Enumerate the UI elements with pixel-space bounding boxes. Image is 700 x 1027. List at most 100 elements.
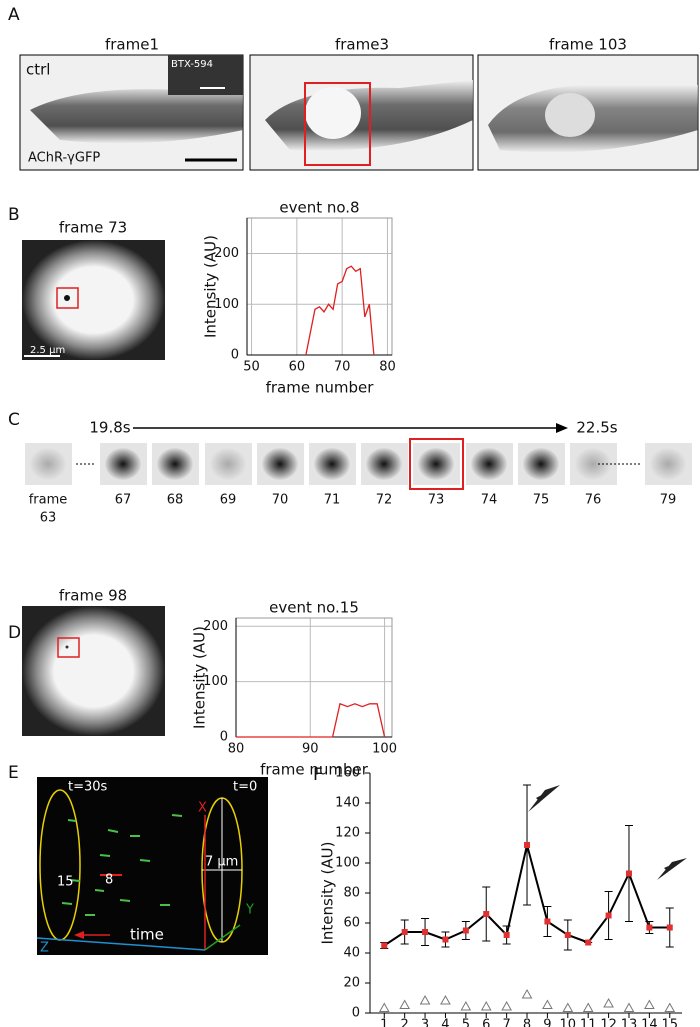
x-tick-label: 5 <box>462 1018 470 1027</box>
frame-spot <box>157 448 193 480</box>
plot-frame <box>235 617 393 738</box>
marker <box>664 1002 676 1012</box>
frame-spot <box>523 448 559 480</box>
y-tick-label: 120 <box>335 826 360 841</box>
x-tick-label: 12 <box>600 1018 617 1027</box>
frame-spot <box>210 448 246 480</box>
y-axis-label: Intensity (AU) <box>191 626 209 729</box>
x-tick-label: 8 <box>523 1018 531 1027</box>
label: t=30s <box>68 780 108 795</box>
marker <box>521 988 533 999</box>
micrograph <box>22 240 165 360</box>
y-tick-label: 20 <box>343 976 360 991</box>
frame-spot <box>105 448 141 480</box>
x-tick-label: 80 <box>228 742 245 757</box>
marker <box>419 994 431 1005</box>
y-tick-label: 0 <box>352 1006 360 1021</box>
x-tick-label: 70 <box>334 360 351 375</box>
marker <box>462 927 469 934</box>
marker <box>401 929 408 935</box>
marker <box>501 1000 512 1011</box>
label: BTX-594 <box>171 59 213 70</box>
marker <box>399 999 411 1009</box>
image-title: frame 73 <box>59 219 127 237</box>
x-tick-label: 4 <box>441 1018 449 1027</box>
y-axis-label: Intensity (AU) <box>202 235 220 338</box>
axis-letter: X <box>198 801 207 816</box>
y-tick-label: 40 <box>343 946 360 961</box>
panel-label: E <box>8 763 19 783</box>
label: 8 <box>105 873 113 888</box>
panel-label: A <box>8 5 20 25</box>
marker <box>564 932 571 938</box>
y-tick-label: 200 <box>214 246 239 261</box>
highlight <box>409 438 464 490</box>
image-title: frame 98 <box>59 587 127 605</box>
y-tick-label: 0 <box>231 348 239 363</box>
marker <box>666 924 673 931</box>
frame-label: 75 <box>533 493 550 508</box>
frame-spot <box>366 448 402 480</box>
x-tick-label: 60 <box>289 360 306 375</box>
marker <box>480 1000 492 1011</box>
label: 7 μm <box>205 855 238 870</box>
marker <box>585 939 592 946</box>
marker <box>460 1000 472 1011</box>
label: 15 <box>57 875 74 890</box>
label: time <box>130 926 164 944</box>
time-label: 19.8s <box>89 419 130 437</box>
x-tick-label: 14 <box>641 1018 658 1027</box>
image-title: frame 103 <box>549 36 627 54</box>
x-tick-label: 13 <box>621 1018 638 1027</box>
x-tick-label: 1 <box>380 1018 388 1027</box>
frame-label: 71 <box>324 493 341 508</box>
x-tick-label: 3 <box>421 1018 429 1027</box>
frame-label: 63 <box>40 511 57 526</box>
frame-label: 69 <box>220 493 237 508</box>
y-tick-label: 100 <box>203 674 228 689</box>
label: AChR-γGFP <box>28 151 100 166</box>
x-tick-label: 7 <box>502 1018 510 1027</box>
plot-frame <box>246 217 393 356</box>
frame-label: 79 <box>660 493 677 508</box>
marker <box>562 1002 574 1012</box>
micrograph <box>19 54 244 171</box>
x-axis-label: frame number <box>260 761 369 779</box>
x-tick-label: 2 <box>401 1018 409 1027</box>
frame-label: 70 <box>272 493 289 508</box>
panel-label: F <box>313 765 323 785</box>
y-tick-label: 0 <box>220 730 228 745</box>
x-tick-label: 100 <box>372 742 397 757</box>
marker <box>644 999 655 1009</box>
marker <box>378 1002 390 1012</box>
image-title: frame1 <box>105 36 159 54</box>
frame-spot <box>575 448 611 480</box>
frame-spot <box>30 448 66 480</box>
frame-spot <box>314 448 350 480</box>
x-tick-label: 15 <box>661 1018 678 1027</box>
chart-title: event no.8 <box>279 199 359 217</box>
arrowhead <box>528 785 560 812</box>
marker <box>503 932 510 938</box>
axis-letter: Z <box>40 941 49 956</box>
frame-label: 73 <box>428 493 445 508</box>
marker <box>483 911 490 917</box>
frame-spot <box>262 448 298 480</box>
time-arrow <box>133 423 568 433</box>
y-tick-label: 160 <box>335 766 360 781</box>
label: ctrl <box>26 61 50 79</box>
frame-spot <box>650 448 686 480</box>
frame-label: 74 <box>481 493 498 508</box>
marker <box>381 942 388 949</box>
micrograph <box>477 54 699 171</box>
frame-spot <box>471 448 507 480</box>
y-tick-label: 60 <box>343 916 360 931</box>
marker <box>442 936 449 943</box>
y-tick-label: 100 <box>335 856 360 871</box>
frame-label: 72 <box>376 493 393 508</box>
image-title: frame3 <box>335 36 389 54</box>
axis-letter: Y <box>245 903 254 918</box>
marker <box>623 1002 635 1012</box>
